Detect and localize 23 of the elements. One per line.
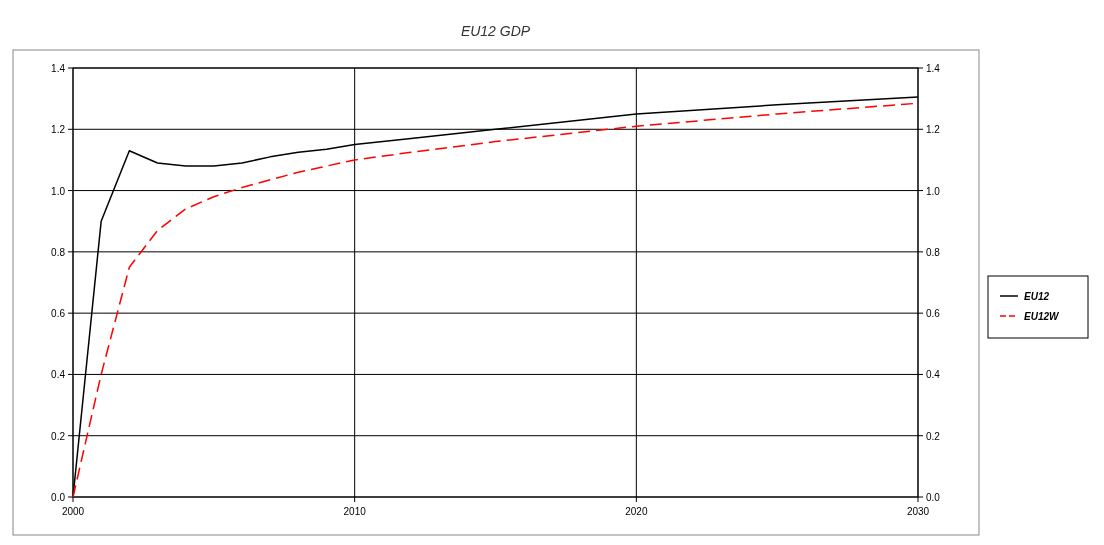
y-tick-label: 1.2	[51, 124, 66, 136]
x-tick-label: 2010	[343, 506, 367, 517]
y-tick-label: 1.4	[51, 63, 66, 74]
y-tick-label: 0.4	[51, 369, 66, 381]
x-tick-label: 2000	[61, 506, 85, 517]
text: 0.0	[51, 492, 65, 503]
x-tick-label: 2030	[906, 506, 930, 517]
y2-tick-label: 1.2	[926, 124, 941, 136]
y2-tick-label: 0.8	[926, 246, 941, 258]
legend-label: EU12W	[1024, 311, 1061, 322]
chart-title: EU12 GDP	[460, 23, 531, 39]
y-tick-label: 0.8	[51, 246, 66, 258]
y-tick-label: 0.2	[51, 430, 66, 442]
y2-tick-label: 0.4	[926, 369, 941, 381]
x-tick-label: 2020	[625, 506, 648, 517]
y2-tick-label: 1.4	[926, 63, 941, 74]
y2-tick-label: 0.2	[926, 430, 941, 442]
text: 1.0	[51, 185, 65, 197]
text: 1.0	[926, 185, 940, 197]
text: 0.0	[926, 492, 940, 503]
legend-label: EU12	[1024, 291, 1050, 302]
y-tick-label: 0.6	[51, 308, 66, 320]
y2-tick-label: 0.6	[926, 308, 941, 320]
